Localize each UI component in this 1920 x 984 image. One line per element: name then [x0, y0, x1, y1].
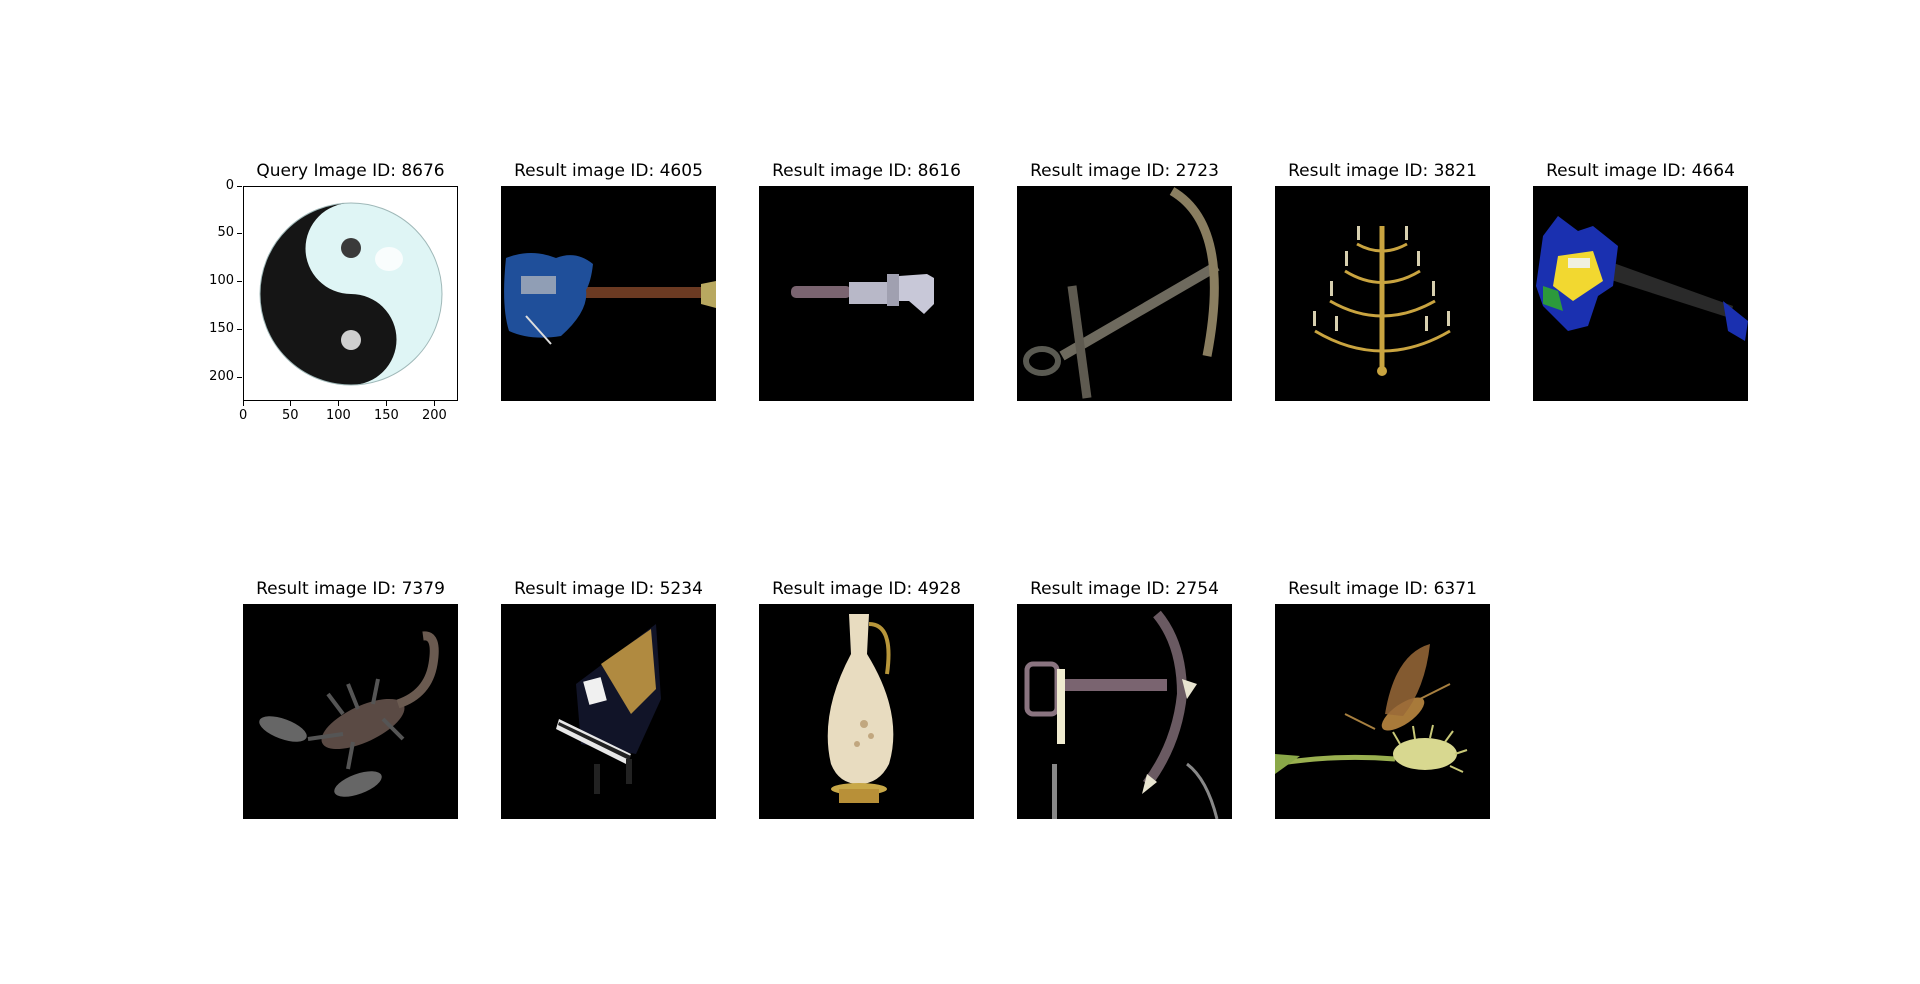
yin-yang-icon: [244, 187, 457, 400]
scorpion-icon: [243, 604, 458, 819]
chandelier-icon: [1275, 186, 1490, 401]
result-image: [1017, 604, 1232, 819]
y-tick-label: 150: [209, 321, 234, 336]
result-title: Result image ID: 4664: [1546, 161, 1735, 181]
wrench-icon: [759, 186, 974, 401]
result-title: Result image ID: 4605: [514, 161, 703, 181]
insect-on-plant-icon: [1275, 604, 1490, 819]
result-image: [243, 604, 458, 819]
colorful-guitar-icon: [1533, 186, 1748, 401]
result-image: [1017, 186, 1232, 401]
result-title: Result image ID: 2754: [1030, 579, 1219, 599]
result-image: [1533, 186, 1748, 401]
result-image: [501, 186, 716, 401]
grand-piano-icon: [501, 604, 716, 819]
result-title: Result image ID: 5234: [514, 579, 703, 599]
x-tick-label: 50: [282, 408, 299, 423]
result-image: [759, 186, 974, 401]
anchor-icon: [1017, 186, 1232, 401]
y-tick-label: 50: [217, 225, 234, 240]
result-title: Result image ID: 3821: [1288, 161, 1477, 181]
x-tick-label: 100: [326, 408, 351, 423]
result-image: [759, 604, 974, 819]
x-tick-label: 0: [239, 408, 248, 423]
query-title: Query Image ID: 8676: [256, 161, 445, 181]
y-tick-label: 100: [209, 273, 234, 288]
result-title: Result image ID: 7379: [256, 579, 445, 599]
result-title: Result image ID: 6371: [1288, 579, 1477, 599]
result-title: Result image ID: 8616: [772, 161, 961, 181]
x-tick-label: 150: [374, 408, 399, 423]
result-title: Result image ID: 2723: [1030, 161, 1219, 181]
x-tick-label: 200: [422, 408, 447, 423]
result-image: [1275, 186, 1490, 401]
pickaxe-icon: [1017, 604, 1232, 819]
result-image: [501, 604, 716, 819]
y-tick-label: 200: [209, 369, 234, 384]
electric-guitar-icon: [501, 186, 716, 401]
y-tick-label: 0: [225, 178, 234, 193]
query-image: [243, 186, 458, 401]
result-image: [1275, 604, 1490, 819]
ornate-vase-icon: [759, 604, 974, 819]
result-title: Result image ID: 4928: [772, 579, 961, 599]
